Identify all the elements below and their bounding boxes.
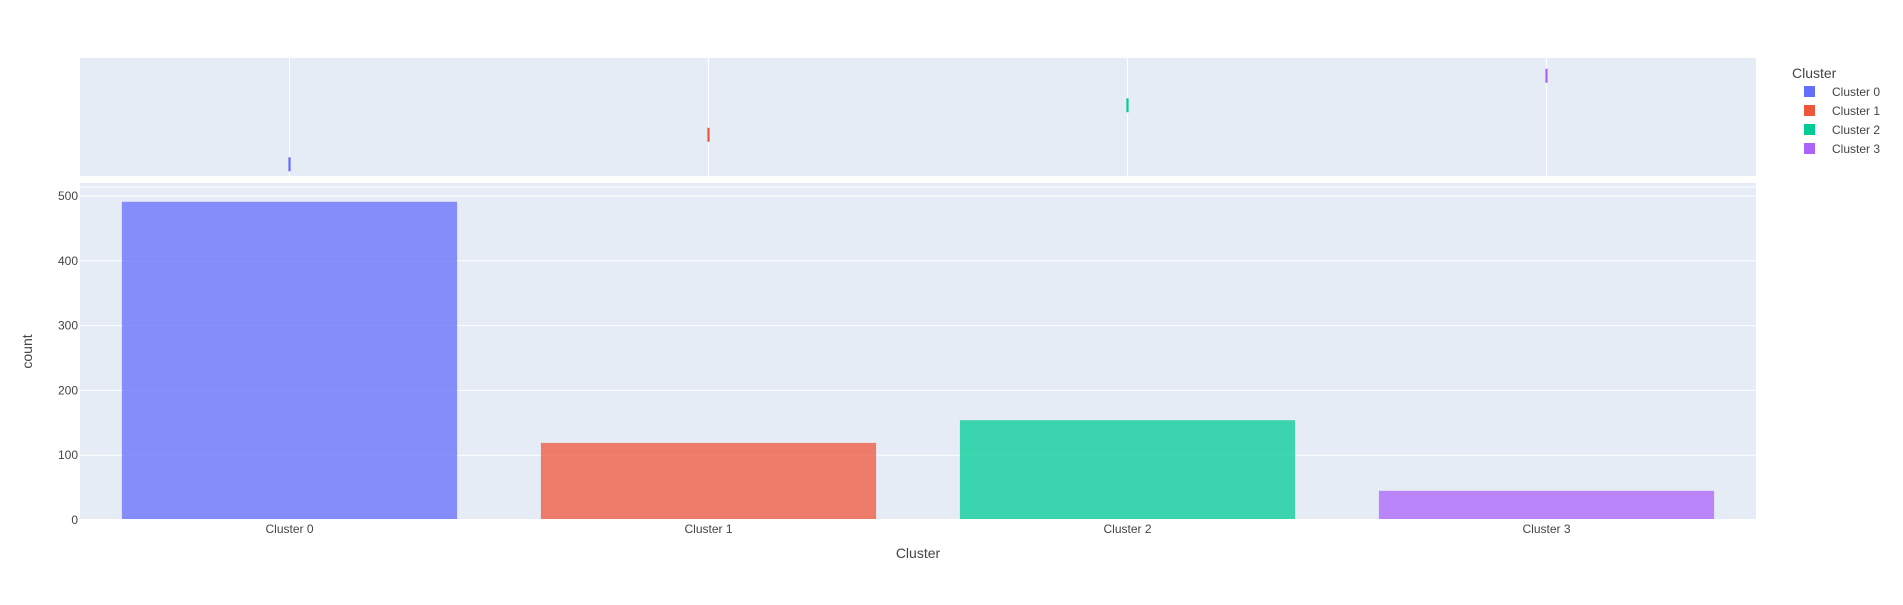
marginal-plot-background — [80, 58, 1756, 176]
x-tick-label: Cluster 0 — [265, 522, 313, 536]
bar — [959, 420, 1296, 520]
legend: Cluster Cluster 0 Cluster 1 Cluster 2 Clust… — [1792, 65, 1880, 156]
axes: Cluster count — [19, 334, 941, 561]
x-tick-label: Cluster 1 — [684, 522, 732, 536]
y-tick-label: 300 — [58, 319, 78, 333]
y-tick-label: 400 — [58, 254, 78, 268]
legend-title: Cluster — [1792, 65, 1837, 81]
marginal-rug-panel — [80, 58, 1756, 176]
bar — [540, 442, 877, 520]
legend-swatch — [1804, 105, 1815, 116]
bar — [121, 201, 458, 520]
legend-item-label: Cluster 2 — [1832, 123, 1880, 137]
y-tick-label: 0 — [71, 513, 78, 527]
main-bar-panel: 0 100 200 300 400 500 Cluster 0 Cluster 1 Cluste… — [58, 183, 1756, 536]
legend-item-label: Cluster 1 — [1832, 104, 1880, 118]
x-axis-title: Cluster — [896, 545, 941, 561]
x-tick-label: Cluster 2 — [1103, 522, 1151, 536]
legend-swatch — [1804, 86, 1815, 97]
y-tick-label: 200 — [58, 383, 78, 397]
legend-item-label: Cluster 3 — [1832, 142, 1880, 156]
y-tick-label: 500 — [58, 189, 78, 203]
legend-swatch — [1804, 124, 1815, 135]
bar — [1378, 490, 1715, 520]
legend-swatch — [1804, 143, 1815, 154]
y-axis-title: count — [19, 334, 35, 368]
legend-item-label: Cluster 0 — [1832, 85, 1880, 99]
y-tick-label: 100 — [58, 448, 78, 462]
x-tick-label: Cluster 3 — [1522, 522, 1570, 536]
